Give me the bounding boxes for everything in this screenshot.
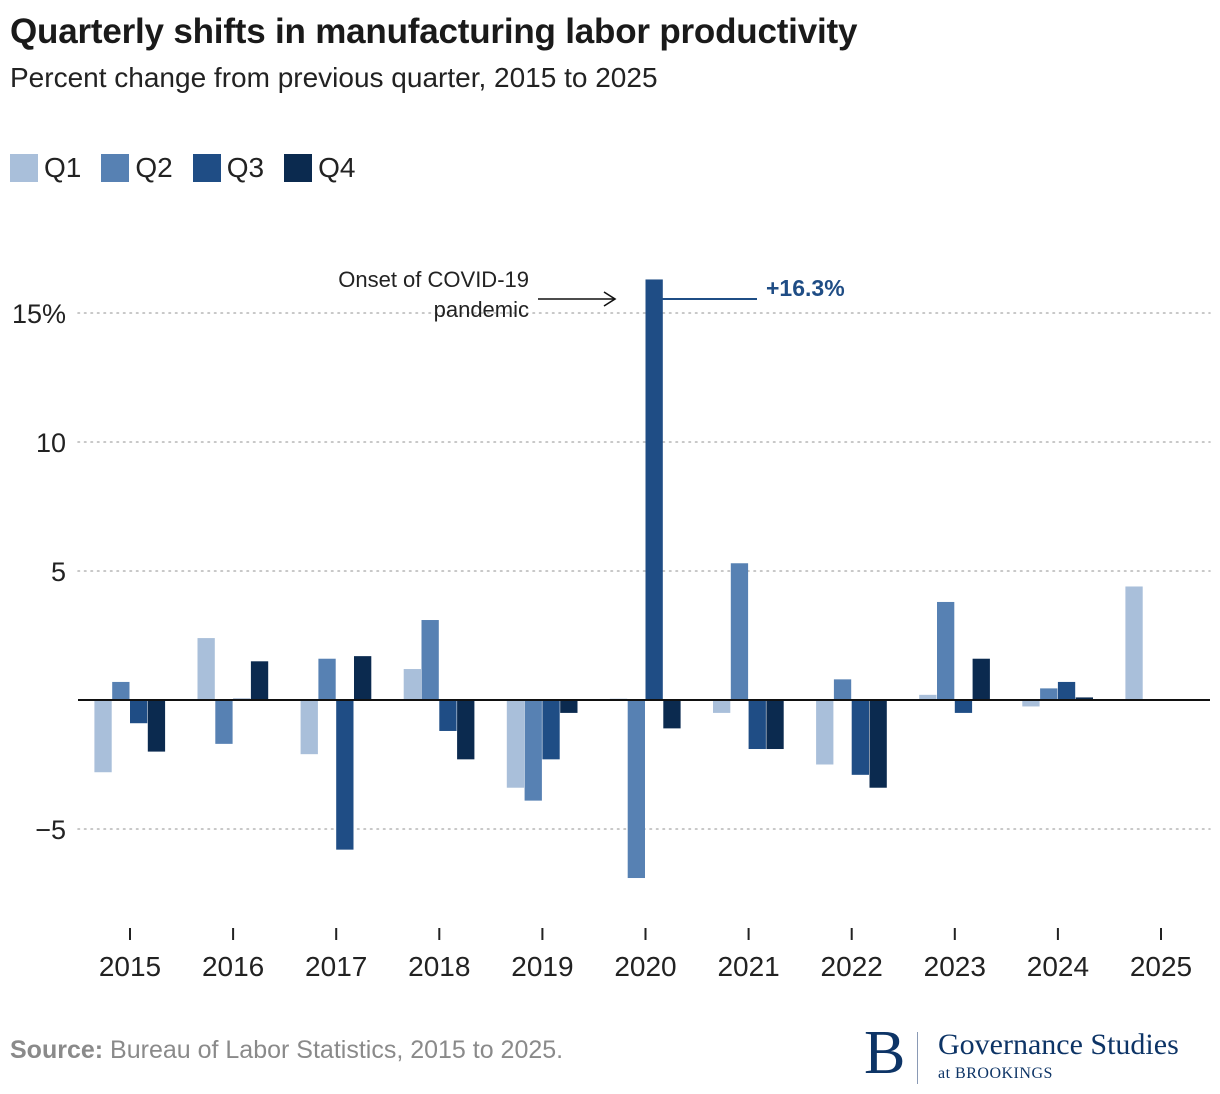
bar-2017-q1	[300, 700, 318, 755]
legend-item-q1: Q1	[10, 152, 81, 184]
bar-2023-q4	[972, 658, 990, 700]
bar-2023-q1	[919, 694, 937, 700]
y-tick-label: −5	[35, 815, 66, 845]
bar-2015-q1	[94, 700, 112, 773]
legend-swatch-q3	[192, 154, 221, 182]
bar-2016-q1	[197, 638, 215, 700]
bar-2021-q2	[730, 563, 749, 700]
x-tick-label: 2015	[99, 951, 161, 982]
bar-2021-q4	[766, 700, 784, 750]
x-tick-label: 2019	[511, 951, 573, 982]
bar-chart: −5 5 10 15% 2015 2016 2017 2018 2019 2020 2021 2022…	[12, 267, 1211, 982]
bar-2015-q2	[112, 681, 130, 700]
bar-2020-q4	[663, 700, 681, 729]
legend-swatch-q1	[10, 154, 38, 182]
legend-item-q2: Q2	[101, 152, 173, 184]
bar-2022-q4	[869, 700, 887, 788]
annotation-arrow-head	[603, 291, 617, 307]
logo-name: Governance Studies	[938, 1028, 1179, 1061]
legend-swatch-q4	[284, 154, 313, 182]
bar-2021-q1	[713, 700, 731, 713]
chart-title: Quarterly shifts in manufacturing labor …	[10, 12, 858, 51]
legend-swatch-q2	[101, 154, 130, 182]
logo-subtitle: at BROOKINGS	[938, 1065, 1053, 1082]
x-tick-label: 2018	[408, 951, 470, 982]
x-tick-label: 2020	[614, 951, 676, 982]
chart-subtitle: Percent change from previous quarter, 20…	[10, 62, 658, 93]
bar-2015-q4	[147, 700, 166, 752]
x-tick-label: 2024	[1027, 951, 1089, 982]
bar-2020-q3	[645, 279, 663, 700]
bar-2022-q1	[816, 700, 834, 765]
bar-2021-q3	[748, 700, 766, 750]
legend: Q1 Q2 Q3 Q4	[10, 152, 355, 184]
y-tick-label: 15%	[12, 299, 66, 329]
bar-2024-q2	[1040, 688, 1058, 700]
bar-2019-q4	[560, 700, 578, 713]
x-tick-label: 2021	[717, 951, 779, 982]
source-text: Bureau of Labor Statistics, 2015 to 2025…	[110, 1036, 564, 1064]
legend-label-q1: Q1	[44, 152, 82, 183]
legend-label-q3: Q3	[226, 152, 265, 183]
bar-2018-q2	[421, 620, 439, 700]
bar-2025-q1	[1125, 586, 1143, 700]
bar-2017-q3	[336, 700, 354, 850]
legend-label-q2: Q2	[135, 152, 173, 183]
bar-2018-q4	[457, 700, 475, 760]
bar-2016-q2	[215, 700, 233, 744]
legend-label-q4: Q4	[318, 152, 356, 183]
source-note: Source: Bureau of Labor Statistics, 2015…	[10, 1036, 563, 1065]
y-tick-label: 10	[36, 428, 66, 458]
bar-2018-q3	[439, 700, 457, 731]
bar-2024-q3	[1057, 681, 1076, 700]
bar-2017-q2	[318, 658, 336, 700]
bar-2024-q4	[1075, 697, 1093, 700]
bar-2016-q4	[250, 661, 269, 700]
x-tick-label: 2025	[1130, 951, 1192, 982]
bar-2022-q3	[851, 700, 869, 775]
bar-2019-q2	[524, 700, 542, 801]
logo-letter: B	[864, 1019, 906, 1087]
bar-2022-q2	[833, 679, 852, 700]
bar-2020-q2	[627, 700, 645, 879]
annotation-covid-line1: Onset of COVID-19	[338, 267, 529, 292]
bar-2019-q3	[542, 700, 560, 760]
brookings-logo: B Governance Studies at BROOKINGS	[860, 1022, 1215, 1088]
x-tick-label: 2023	[924, 951, 986, 982]
legend-item-q3: Q3	[192, 152, 265, 184]
bar-2015-q3	[130, 700, 148, 724]
bar-2023-q2	[937, 601, 955, 700]
bar-2019-q1	[506, 700, 525, 788]
bar-2023-q3	[954, 700, 973, 713]
x-tick-label: 2022	[821, 951, 883, 982]
source-label: Source:	[10, 1036, 104, 1064]
y-tick-label: 5	[51, 557, 66, 587]
x-tick-label: 2017	[305, 951, 367, 982]
bar-2024-q1	[1022, 700, 1040, 707]
annotation-value-label: +16.3%	[766, 275, 845, 301]
bar-2018-q1	[403, 669, 421, 700]
legend-item-q4: Q4	[284, 152, 355, 184]
bar-2017-q4	[354, 656, 372, 700]
logo-divider	[917, 1032, 918, 1084]
x-tick-label: 2016	[202, 951, 264, 982]
annotation-covid-line2: pandemic	[434, 297, 529, 322]
